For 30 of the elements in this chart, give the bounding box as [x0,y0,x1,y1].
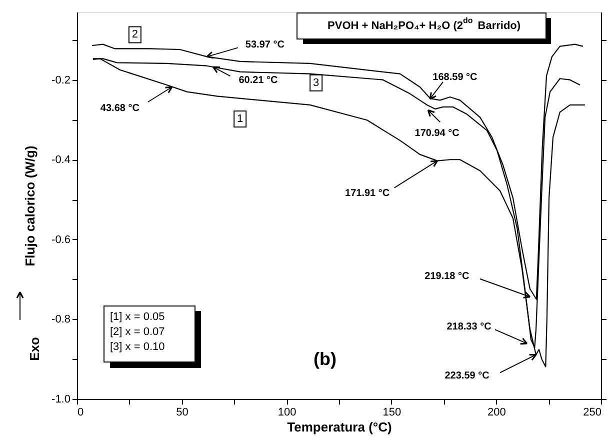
series-label: 1 [237,112,244,125]
y-tick-label: -0.4 [52,154,70,166]
annotation: [2] x = 0.07 [110,326,165,338]
annotation: 223.59 °C [444,370,490,382]
x-axis-title: Temperatura (°C) [287,420,392,434]
series-label: 3 [313,76,320,89]
annotation: 219.18 °C [424,270,470,282]
annotation: 218.33 °C [446,322,492,333]
annotation: [3] x = 0.10 [110,341,165,353]
x-tick-label: 0 [78,406,84,418]
x-tick-label: 200 [488,406,506,418]
annotation: 170.94 °C [414,128,460,140]
annotation: 168.59 °C [432,72,478,83]
y-tick-label: -0.6 [52,234,70,246]
annotation: (b) [314,349,336,369]
annotation: 171.91 °C [345,188,390,199]
annotation: [1] x = 0.05 [110,311,165,323]
annotation: 60.21 °C [238,75,278,86]
x-tick-label: 50 [176,406,188,418]
y-axis-title: Flujo calorico (W/g) [22,146,38,266]
y-tick-label: -1.0 [52,394,70,406]
x-tick-label: 150 [382,406,402,418]
x-tick-label: 100 [278,406,296,418]
x-tick-label: 250 [583,406,602,418]
annotation: 43.68 °C [100,103,140,114]
series-label: 2 [132,28,138,41]
annotation: 53.97 °C [245,40,284,51]
text: Exo [27,337,42,361]
y-tick-label: -0.8 [52,314,70,326]
y-tick-label: -0.2 [52,74,70,86]
